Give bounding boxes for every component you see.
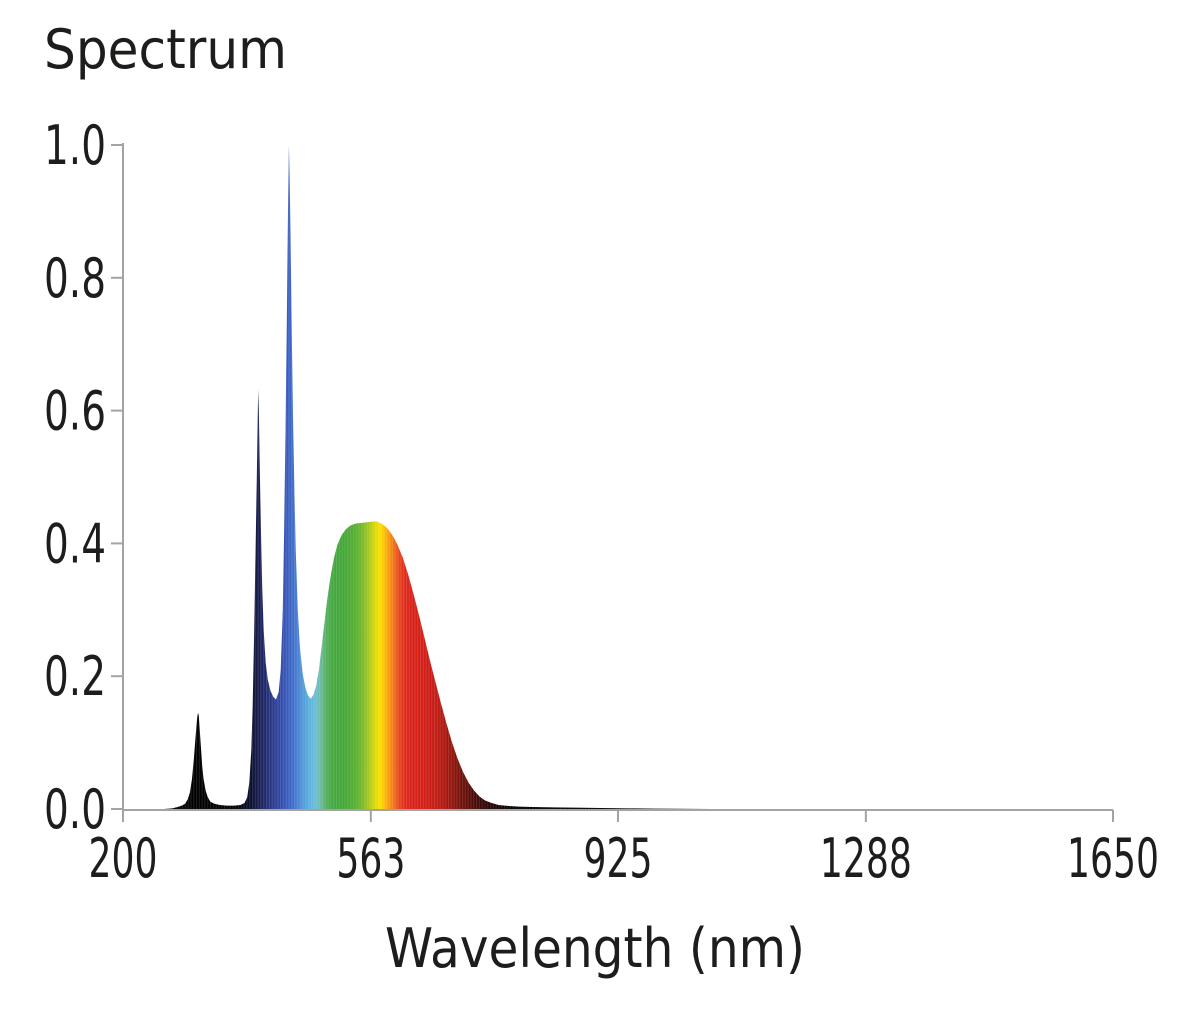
x-tick-label: 925 xyxy=(584,827,653,890)
x-tick-label: 563 xyxy=(336,827,405,890)
y-tick-label: 0.8 xyxy=(44,247,106,310)
y-tick-label: 0.4 xyxy=(44,512,106,575)
y-tick-label: 0.2 xyxy=(44,645,106,708)
spectrum-banding-overlay xyxy=(123,145,1113,809)
chart-title: Spectrum xyxy=(44,18,287,81)
x-tick-label: 1650 xyxy=(1067,827,1159,890)
x-tick-label: 200 xyxy=(89,827,158,890)
y-tick-label: 0.0 xyxy=(44,778,106,841)
x-axis-label: Wavelength (nm) xyxy=(385,917,805,980)
x-tick-label: 1288 xyxy=(820,827,912,890)
y-tick-label: 0.6 xyxy=(44,380,106,443)
y-tick-label: 1.0 xyxy=(44,114,106,177)
